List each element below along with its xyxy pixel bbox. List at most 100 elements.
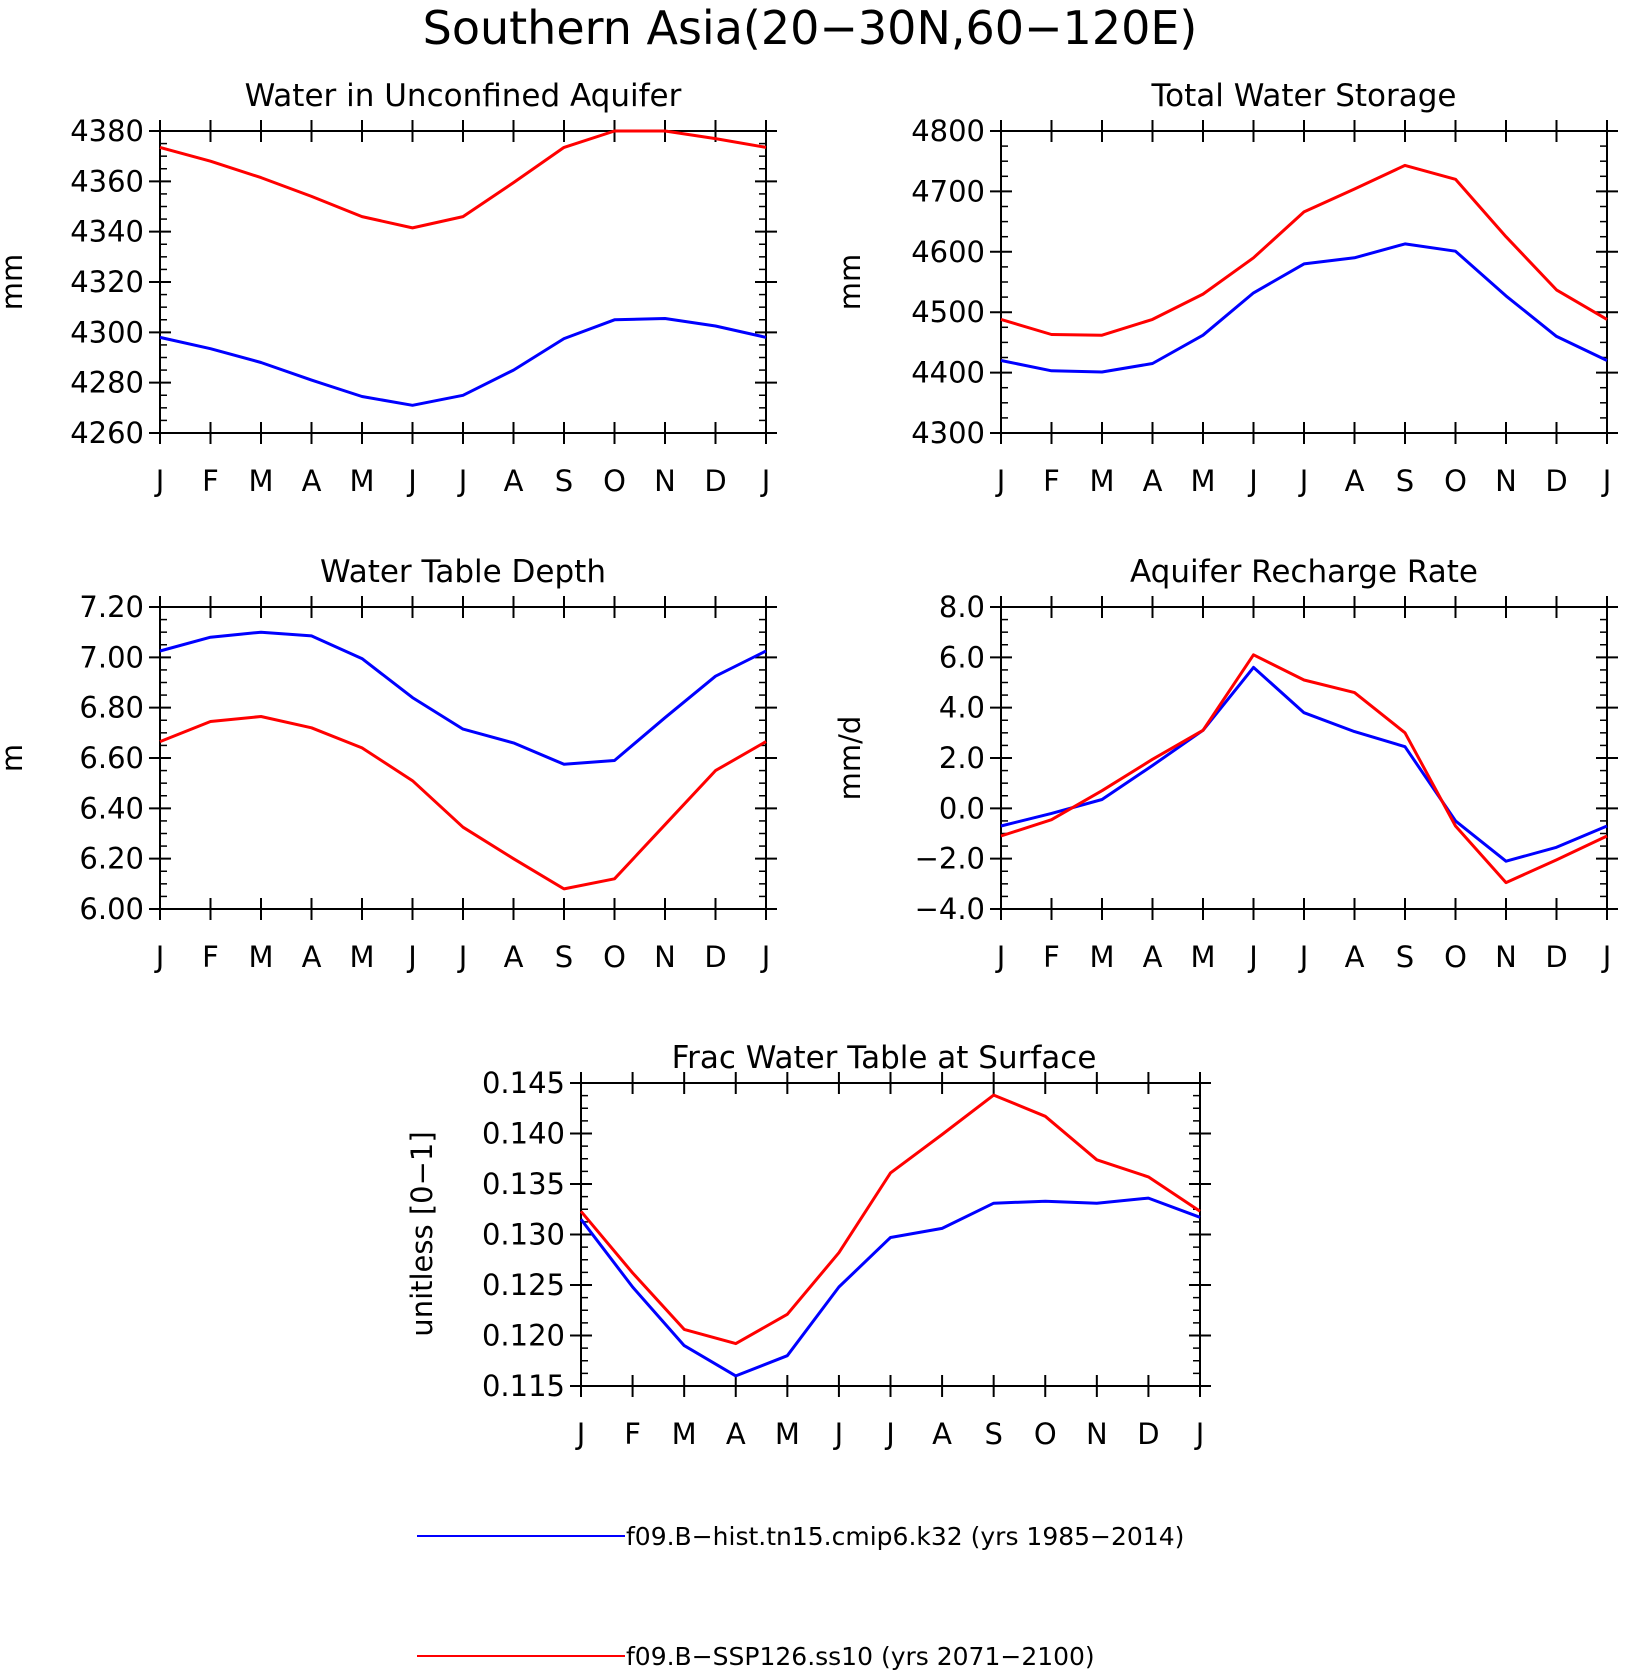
x-tick-label: J <box>457 464 468 498</box>
x-tick-label: N <box>1495 464 1517 498</box>
x-tick-label: N <box>654 464 676 498</box>
y-tick-label: 0.0 <box>939 791 985 825</box>
x-tick-label: M <box>775 1417 800 1451</box>
y-tick-label: 7.00 <box>79 640 144 674</box>
series-line-hist <box>159 630 767 766</box>
y-tick-label: 6.0 <box>939 640 985 674</box>
y-tick-label: 0.135 <box>482 1167 565 1201</box>
y-axis-label: mm/d <box>833 716 867 801</box>
chart-panel: Aquifer Recharge Rate mm/d −4.0 −2.0 0.0 2.0 4… <box>833 554 1618 974</box>
legend-label-hist: f09.B−hist.tn15.cmip6.k32 (yrs 1985−2014… <box>626 1522 1184 1551</box>
y-tick-label: 4700 <box>911 174 985 208</box>
x-tick-label: J <box>406 940 417 974</box>
x-tick-label: D <box>1137 1417 1159 1451</box>
x-tick-label: A <box>726 1417 746 1451</box>
panels: Water in Unconfined Aquifer mm 4260 4280 430… <box>0 78 1618 1451</box>
x-tick-label: J <box>884 1417 895 1451</box>
y-tick-label: 0.115 <box>482 1369 565 1403</box>
x-tick-label: M <box>248 464 273 498</box>
y-tick-label: 0.140 <box>482 1117 565 1151</box>
series-line-ssp <box>159 715 767 891</box>
chart-panel: Frac Water Table at Surface unitless [0−1… <box>405 1040 1211 1451</box>
series-line-hist <box>1000 242 1608 374</box>
x-tick-label: M <box>672 1417 697 1451</box>
x-tick-label: A <box>302 940 322 974</box>
series-line-hist <box>579 1196 1201 1378</box>
x-tick-label: A <box>1143 464 1163 498</box>
plot-frame <box>580 1082 1201 1387</box>
x-tick-label: J <box>1298 940 1309 974</box>
series-line-ssp <box>1000 653 1608 885</box>
x-tick-label: D <box>1545 464 1567 498</box>
y-tick-label: 2.0 <box>939 741 985 775</box>
x-tick-label: A <box>504 940 524 974</box>
x-tick-label: J <box>760 940 771 974</box>
x-tick-label: M <box>349 464 374 498</box>
y-tick-label: 4280 <box>70 366 144 400</box>
x-tick-label: J <box>575 1417 586 1451</box>
plot-frame <box>1000 130 1608 434</box>
x-tick-label: D <box>704 464 726 498</box>
y-axis-label: m <box>0 744 29 772</box>
x-tick-label: O <box>603 464 626 498</box>
y-tick-label: 4300 <box>911 416 985 450</box>
y-tick-label: 6.40 <box>79 791 144 825</box>
y-tick-label: 6.60 <box>79 741 144 775</box>
x-tick-label: F <box>202 464 219 498</box>
legend-label-ssp: f09.B−SSP126.ss10 (yrs 2071−2100) <box>626 1642 1095 1671</box>
x-tick-label: J <box>1601 940 1612 974</box>
x-tick-label: M <box>1089 940 1114 974</box>
x-tick-label: A <box>1345 940 1365 974</box>
panel-title: Aquifer Recharge Rate <box>1130 554 1478 590</box>
plot-frame <box>159 606 767 910</box>
chart-panel: Water in Unconfined Aquifer mm 4260 4280 430… <box>0 78 777 498</box>
y-tick-label: 4600 <box>911 235 985 269</box>
x-tick-label: D <box>704 940 726 974</box>
panel-title: Water in Unconfined Aquifer <box>245 78 682 114</box>
y-tick-label: 0.120 <box>482 1319 565 1353</box>
panel-title: Frac Water Table at Surface <box>672 1040 1097 1076</box>
series-line-hist <box>1000 665 1608 863</box>
y-tick-label: 6.00 <box>79 892 144 926</box>
y-axis-label: mm <box>833 254 867 311</box>
x-tick-label: A <box>1345 464 1365 498</box>
y-tick-label: 4500 <box>911 295 985 329</box>
x-tick-label: M <box>349 940 374 974</box>
x-tick-label: J <box>1247 940 1258 974</box>
x-tick-label: J <box>995 464 1006 498</box>
x-tick-label: F <box>1043 940 1060 974</box>
x-tick-label: J <box>1194 1417 1205 1451</box>
x-tick-label: A <box>932 1417 952 1451</box>
x-tick-label: J <box>406 464 417 498</box>
y-tick-label: 4300 <box>70 315 144 349</box>
series-line-ssp <box>159 129 767 230</box>
x-tick-label: M <box>1190 940 1215 974</box>
x-tick-label: M <box>1190 464 1215 498</box>
x-tick-label: S <box>555 940 573 974</box>
x-tick-label: N <box>654 940 676 974</box>
series-line-hist <box>159 317 767 407</box>
x-tick-label: J <box>833 1417 844 1451</box>
x-tick-label: O <box>1034 1417 1057 1451</box>
chart-panel: Water Table Depth m 6.00 6.20 6.40 6.60 6.80 7.… <box>0 554 777 974</box>
x-tick-label: N <box>1086 1417 1108 1451</box>
panel-title: Water Table Depth <box>320 554 606 590</box>
y-tick-label: 7.20 <box>79 590 144 624</box>
x-tick-label: S <box>984 1417 1002 1451</box>
y-tick-label: 4360 <box>70 164 144 198</box>
legend: f09.B−hist.tn15.cmip6.k32 (yrs 1985−2014… <box>417 1522 1184 1671</box>
x-tick-label: J <box>154 940 165 974</box>
y-tick-label: 4340 <box>70 215 144 249</box>
x-tick-label: J <box>995 940 1006 974</box>
y-tick-label: 6.20 <box>79 842 144 876</box>
y-tick-label: 8.0 <box>939 590 985 624</box>
chart-panel: Total Water Storage mm 4300 4400 4500 4600 470… <box>833 78 1618 498</box>
y-tick-label: −2.0 <box>915 842 985 876</box>
x-tick-label: J <box>1247 464 1258 498</box>
x-tick-label: A <box>504 464 524 498</box>
x-tick-label: D <box>1545 940 1567 974</box>
x-tick-label: J <box>1298 464 1309 498</box>
figure-title: Southern Asia(20−30N,60−120E) <box>423 1 1198 55</box>
x-tick-label: N <box>1495 940 1517 974</box>
